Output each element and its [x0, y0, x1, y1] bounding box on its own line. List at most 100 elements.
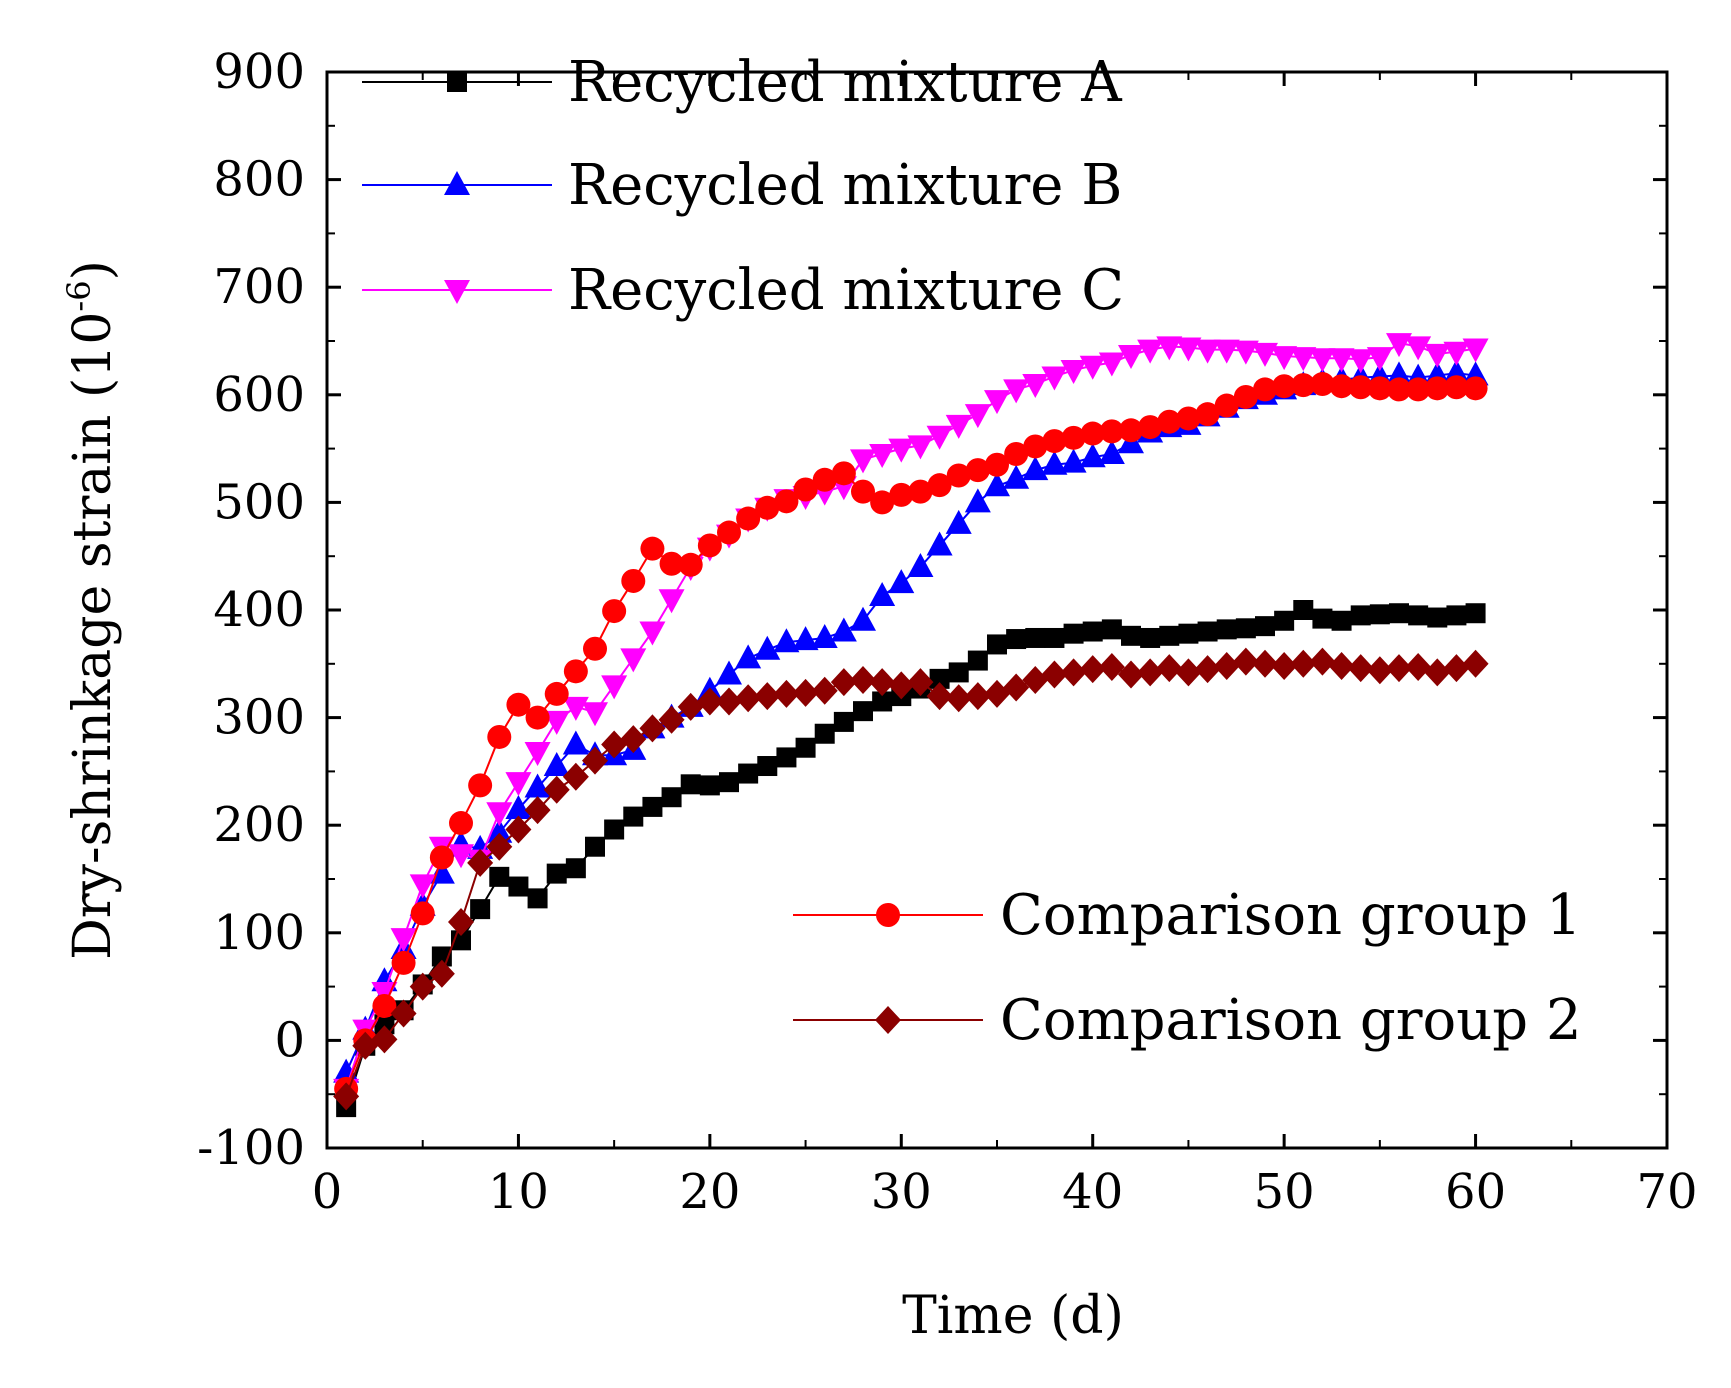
data-point-recycled-mixture-c: [945, 414, 972, 439]
data-point-comparison-group-1: [1272, 374, 1297, 399]
data-point-comparison-group-2: [1386, 654, 1412, 683]
data-point-recycled-mixture-a: [1389, 603, 1409, 624]
data-point-recycled-mixture-c: [1386, 333, 1412, 358]
data-point-comparison-group-2: [888, 671, 915, 700]
x-tick-label: 50: [1254, 1164, 1315, 1220]
data-point-comparison-group-2: [850, 665, 876, 694]
y-tick-label: 300: [213, 690, 305, 746]
data-point-recycled-mixture-a: [1025, 627, 1046, 648]
data-point-comparison-group-1: [563, 659, 588, 684]
legend-item-comparison-group-2: Comparison group 2: [793, 988, 1582, 1053]
data-point-recycled-mixture-a: [872, 691, 893, 712]
data-point-comparison-group-2: [639, 714, 666, 743]
data-point-comparison-group-1: [1080, 421, 1105, 446]
y-tick-label: 0: [274, 1012, 305, 1068]
data-point-recycled-mixture-a: [1197, 621, 1218, 642]
data-point-comparison-group-1: [525, 705, 550, 730]
data-point-recycled-mixture-a: [1063, 623, 1084, 644]
data-point-recycled-mixture-a: [929, 668, 950, 689]
data-point-comparison-group-2: [811, 676, 838, 705]
data-point-comparison-group-2: [964, 682, 991, 711]
data-point-recycled-mixture-a: [546, 863, 567, 884]
data-point-recycled-mixture-a: [1101, 619, 1122, 640]
data-point-comparison-group-2: [1328, 651, 1355, 680]
data-point-comparison-group-1: [1061, 425, 1086, 450]
data-point-comparison-group-2: [1156, 654, 1183, 683]
data-point-comparison-group-1: [1387, 377, 1411, 402]
data-point-comparison-group-2: [390, 999, 417, 1028]
data-point-recycled-mixture-a: [508, 876, 529, 897]
data-point-recycled-mixture-a: [699, 775, 720, 796]
data-point-comparison-group-2: [582, 746, 608, 775]
data-point-recycled-mixture-c: [505, 772, 532, 797]
data-point-recycled-mixture-c: [1156, 336, 1183, 361]
plot-area: [333, 333, 1489, 1118]
data-point-recycled-mixture-a: [489, 866, 510, 887]
data-point-recycled-mixture-a: [1216, 619, 1237, 640]
data-point-recycled-mixture-b: [543, 752, 570, 777]
data-point-comparison-group-1: [851, 479, 875, 504]
data-point-comparison-group-2: [735, 684, 762, 713]
data-point-recycled-mixture-a: [661, 787, 682, 808]
data-point-recycled-mixture-c: [1003, 379, 1030, 404]
data-point-comparison-group-1: [1023, 434, 1048, 459]
data-point-comparison-group-2: [543, 775, 570, 804]
data-point-recycled-mixture-a: [738, 763, 759, 784]
data-point-recycled-mixture-a: [1044, 627, 1065, 648]
data-point-comparison-group-2: [1347, 654, 1374, 683]
data-point-recycled-mixture-c: [1309, 348, 1336, 373]
data-point-comparison-group-2: [1098, 653, 1125, 682]
data-point-comparison-group-1: [391, 950, 416, 975]
data-point-comparison-group-2: [352, 1031, 379, 1060]
data-point-comparison-group-1: [831, 461, 856, 486]
data-point-comparison-group-2: [945, 684, 972, 713]
data-point-recycled-mixture-a: [470, 899, 491, 920]
data-point-recycled-mixture-b: [926, 531, 953, 556]
data-point-recycled-mixture-b: [888, 569, 915, 594]
data-point-recycled-mixture-a: [1350, 605, 1371, 626]
data-point-recycled-mixture-b: [505, 795, 532, 820]
data-point-comparison-group-1: [1444, 375, 1469, 400]
data-point-comparison-group-2: [792, 678, 819, 707]
data-point-comparison-group-2: [1252, 649, 1278, 678]
legend-marker: [447, 72, 467, 92]
x-tick-label: 70: [1636, 1164, 1697, 1220]
data-point-recycled-mixture-b: [716, 660, 742, 685]
data-point-recycled-mixture-c: [639, 621, 666, 646]
data-point-recycled-mixture-a: [1331, 610, 1352, 631]
data-point-comparison-group-2: [1271, 651, 1298, 680]
data-point-comparison-group-2: [1041, 660, 1068, 689]
data-point-recycled-mixture-b: [1041, 450, 1068, 475]
data-point-comparison-group-2: [562, 762, 589, 791]
data-point-recycled-mixture-c: [601, 675, 628, 700]
data-point-comparison-group-1: [487, 724, 512, 749]
data-point-recycled-mixture-a: [833, 711, 854, 732]
data-point-comparison-group-2: [677, 692, 704, 721]
data-point-recycled-mixture-a: [1312, 608, 1333, 629]
data-point-comparison-group-1: [372, 993, 397, 1018]
data-point-recycled-mixture-a: [1082, 621, 1103, 642]
data-point-recycled-mixture-c: [1137, 339, 1164, 364]
data-point-comparison-group-1: [659, 551, 684, 576]
data-point-comparison-group-1: [640, 536, 665, 561]
data-point-comparison-group-1: [1195, 402, 1220, 427]
data-point-comparison-group-1: [946, 463, 971, 488]
data-point-recycled-mixture-c: [926, 425, 953, 450]
data-point-recycled-mixture-a: [1178, 623, 1199, 644]
y-tick-label: 200: [213, 797, 305, 853]
data-point-comparison-group-2: [984, 679, 1010, 708]
data-point-recycled-mixture-c: [869, 443, 896, 468]
y-tick-label: 800: [213, 152, 305, 208]
data-point-comparison-group-2: [1022, 665, 1049, 694]
data-point-comparison-group-1: [506, 692, 531, 717]
legend-marker: [876, 903, 900, 927]
data-point-comparison-group-1: [1463, 376, 1488, 401]
legend-bottom: Comparison group 1 Comparison group 2: [793, 883, 1582, 1053]
data-point-recycled-mixture-c: [1366, 347, 1393, 372]
data-point-comparison-group-2: [1232, 647, 1259, 676]
data-point-comparison-group-1: [429, 845, 454, 870]
data-point-comparison-group-2: [696, 687, 723, 716]
data-point-comparison-group-2: [1079, 655, 1106, 684]
data-point-comparison-group-2: [1194, 655, 1221, 684]
